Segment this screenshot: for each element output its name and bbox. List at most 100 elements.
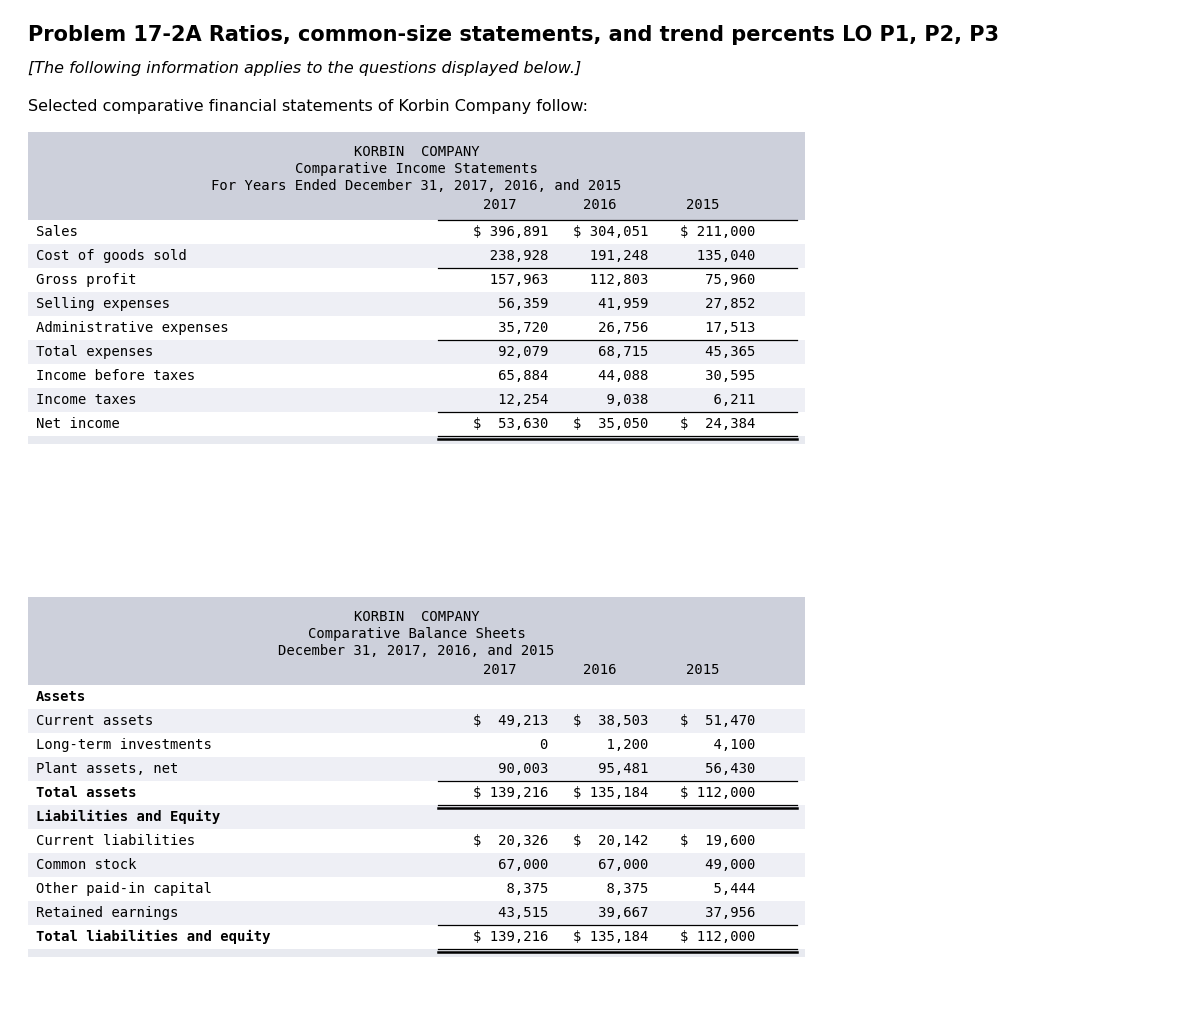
Text: 49,000: 49,000 [679, 858, 755, 872]
Text: 191,248: 191,248 [572, 249, 648, 263]
Text: 90,003: 90,003 [473, 762, 548, 776]
Text: Liabilities and Equity: Liabilities and Equity [36, 810, 221, 824]
Text: 2017: 2017 [484, 663, 517, 677]
Text: $ 135,184: $ 135,184 [572, 786, 648, 800]
Text: 43,515: 43,515 [473, 906, 548, 920]
Text: Income taxes: Income taxes [36, 393, 137, 407]
Text: 1,200: 1,200 [572, 738, 648, 752]
Text: 9,038: 9,038 [572, 393, 648, 407]
Bar [28, 597, 805, 957]
Bar [28, 925, 805, 949]
Text: $ 304,051: $ 304,051 [572, 225, 648, 239]
Text: 67,000: 67,000 [572, 858, 648, 872]
Text: $ 112,000: $ 112,000 [679, 786, 755, 800]
Text: Net income: Net income [36, 417, 120, 431]
Bar [28, 132, 805, 220]
Bar [28, 292, 805, 316]
Text: Long-term investments: Long-term investments [36, 738, 212, 752]
Text: $ 211,000: $ 211,000 [679, 225, 755, 239]
Text: 56,430: 56,430 [679, 762, 755, 776]
Text: Sales: Sales [36, 225, 78, 239]
Text: [The following information applies to the questions displayed below.]: [The following information applies to th… [28, 61, 581, 76]
Text: 157,963: 157,963 [473, 273, 548, 287]
Text: 68,715: 68,715 [572, 345, 648, 359]
Text: For Years Ended December 31, 2017, 2016, and 2015: For Years Ended December 31, 2017, 2016,… [211, 179, 622, 193]
Text: Comparative Income Statements: Comparative Income Statements [295, 162, 538, 176]
Bar [28, 388, 805, 412]
Text: December 31, 2017, 2016, and 2015: December 31, 2017, 2016, and 2015 [278, 644, 554, 658]
Text: 44,088: 44,088 [572, 369, 648, 383]
Text: 92,079: 92,079 [473, 345, 548, 359]
Text: $  24,384: $ 24,384 [679, 417, 755, 431]
Text: Assets: Assets [36, 690, 86, 703]
Text: 2015: 2015 [686, 663, 720, 677]
Text: 30,595: 30,595 [679, 369, 755, 383]
Text: 238,928: 238,928 [473, 249, 548, 263]
Text: $  20,142: $ 20,142 [572, 834, 648, 848]
Text: $ 112,000: $ 112,000 [679, 930, 755, 944]
Bar [28, 709, 805, 733]
Text: $ 139,216: $ 139,216 [473, 930, 548, 944]
Text: Retained earnings: Retained earnings [36, 906, 179, 920]
Text: Selected comparative financial statements of Korbin Company follow:: Selected comparative financial statement… [28, 99, 588, 114]
Text: 0: 0 [473, 738, 548, 752]
Text: 75,960: 75,960 [679, 273, 755, 287]
Text: KORBIN  COMPANY: KORBIN COMPANY [354, 610, 479, 624]
Text: Administrative expenses: Administrative expenses [36, 321, 229, 335]
Text: Comparative Balance Sheets: Comparative Balance Sheets [307, 627, 526, 641]
Bar [28, 733, 805, 757]
Text: $ 139,216: $ 139,216 [473, 786, 548, 800]
Text: Total expenses: Total expenses [36, 345, 154, 359]
Text: 45,365: 45,365 [679, 345, 755, 359]
Text: KORBIN  COMPANY: KORBIN COMPANY [354, 145, 479, 159]
Text: Total liabilities and equity: Total liabilities and equity [36, 930, 270, 944]
Text: 12,254: 12,254 [473, 393, 548, 407]
Text: $  49,213: $ 49,213 [473, 714, 548, 728]
Text: $  51,470: $ 51,470 [679, 714, 755, 728]
Text: $  53,630: $ 53,630 [473, 417, 548, 431]
Text: $ 135,184: $ 135,184 [572, 930, 648, 944]
Text: 37,956: 37,956 [679, 906, 755, 920]
Text: 2017: 2017 [484, 198, 517, 212]
Text: Cost of goods sold: Cost of goods sold [36, 249, 187, 263]
Text: 26,756: 26,756 [572, 321, 648, 335]
Text: Total assets: Total assets [36, 786, 137, 800]
Bar [28, 781, 805, 805]
Text: 8,375: 8,375 [473, 882, 548, 896]
Bar [28, 805, 805, 829]
Bar [28, 829, 805, 853]
Text: 112,803: 112,803 [572, 273, 648, 287]
Text: 67,000: 67,000 [473, 858, 548, 872]
Text: $  20,326: $ 20,326 [473, 834, 548, 848]
Bar [28, 597, 805, 685]
Text: 41,959: 41,959 [572, 297, 648, 311]
Bar [28, 340, 805, 364]
Text: 8,375: 8,375 [572, 882, 648, 896]
Bar [28, 901, 805, 925]
Bar [28, 364, 805, 388]
Bar [28, 412, 805, 436]
Text: 135,040: 135,040 [679, 249, 755, 263]
Bar [28, 220, 805, 244]
Bar [28, 685, 805, 709]
Text: 5,444: 5,444 [679, 882, 755, 896]
Text: $  38,503: $ 38,503 [572, 714, 648, 728]
Bar [28, 316, 805, 340]
Bar [28, 853, 805, 877]
Bar [28, 132, 805, 444]
Text: 4,100: 4,100 [679, 738, 755, 752]
Text: $ 396,891: $ 396,891 [473, 225, 548, 239]
Text: 56,359: 56,359 [473, 297, 548, 311]
Text: 6,211: 6,211 [679, 393, 755, 407]
Text: Problem 17-2A Ratios, common-size statements, and trend percents LO P1, P2, P3: Problem 17-2A Ratios, common-size statem… [28, 25, 998, 45]
Text: 17,513: 17,513 [679, 321, 755, 335]
Text: Income before taxes: Income before taxes [36, 369, 196, 383]
Text: Current assets: Current assets [36, 714, 154, 728]
Text: Common stock: Common stock [36, 858, 137, 872]
Text: 35,720: 35,720 [473, 321, 548, 335]
Text: 2016: 2016 [583, 663, 617, 677]
Text: $  35,050: $ 35,050 [572, 417, 648, 431]
Text: 65,884: 65,884 [473, 369, 548, 383]
Text: 95,481: 95,481 [572, 762, 648, 776]
Text: Current liabilities: Current liabilities [36, 834, 196, 848]
